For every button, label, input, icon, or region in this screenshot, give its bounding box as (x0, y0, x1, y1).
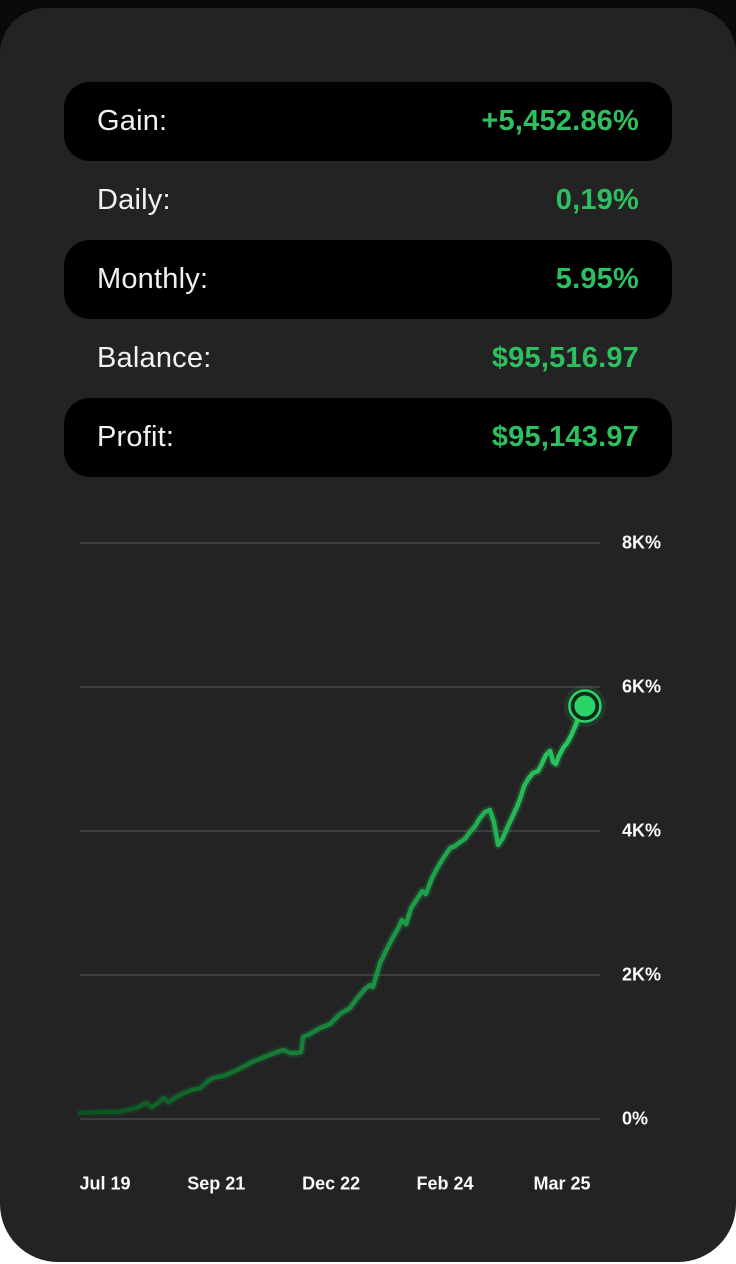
x-axis-label: Dec 22 (302, 1173, 361, 1194)
x-axis-label: Sep 21 (187, 1173, 246, 1194)
profit-label: Profit: (97, 421, 175, 453)
x-axis-label: Jul 19 (79, 1173, 131, 1194)
balance-label: Balance: (97, 342, 212, 374)
monthly-value: 5.95% (555, 263, 639, 295)
end-marker-dot[interactable] (574, 695, 596, 717)
x-axis-label: Mar 25 (533, 1173, 591, 1194)
balance-row: Balance: $95,516.97 (64, 319, 672, 398)
monthly-label: Monthly: (97, 263, 209, 295)
y-axis-label: 0% (622, 1108, 649, 1129)
balance-value: $95,516.97 (491, 342, 639, 374)
daily-value: 0,19% (555, 184, 639, 216)
profit-value: $95,143.97 (491, 421, 639, 453)
growth-line-glow (75, 701, 590, 1118)
stats-card: Gain: +5,452.86% Daily: 0,19% Monthly: 5… (0, 8, 736, 1262)
gain-label: Gain: (97, 105, 168, 137)
x-axis-label: Feb 24 (416, 1173, 474, 1194)
y-axis-label: 6K% (622, 676, 662, 697)
profit-row: Profit: $95,143.97 (64, 398, 672, 477)
monthly-row: Monthly: 5.95% (64, 240, 672, 319)
daily-row: Daily: 0,19% (64, 161, 672, 240)
daily-label: Daily: (97, 184, 171, 216)
gain-row: Gain: +5,452.86% (64, 82, 672, 161)
growth-line (77, 703, 588, 1116)
y-axis-label: 4K% (622, 820, 662, 841)
y-axis-label: 8K% (622, 532, 662, 553)
stats-list: Gain: +5,452.86% Daily: 0,19% Monthly: 5… (64, 82, 672, 477)
y-axis-label: 2K% (622, 964, 662, 985)
gain-value: +5,452.86% (481, 105, 639, 137)
